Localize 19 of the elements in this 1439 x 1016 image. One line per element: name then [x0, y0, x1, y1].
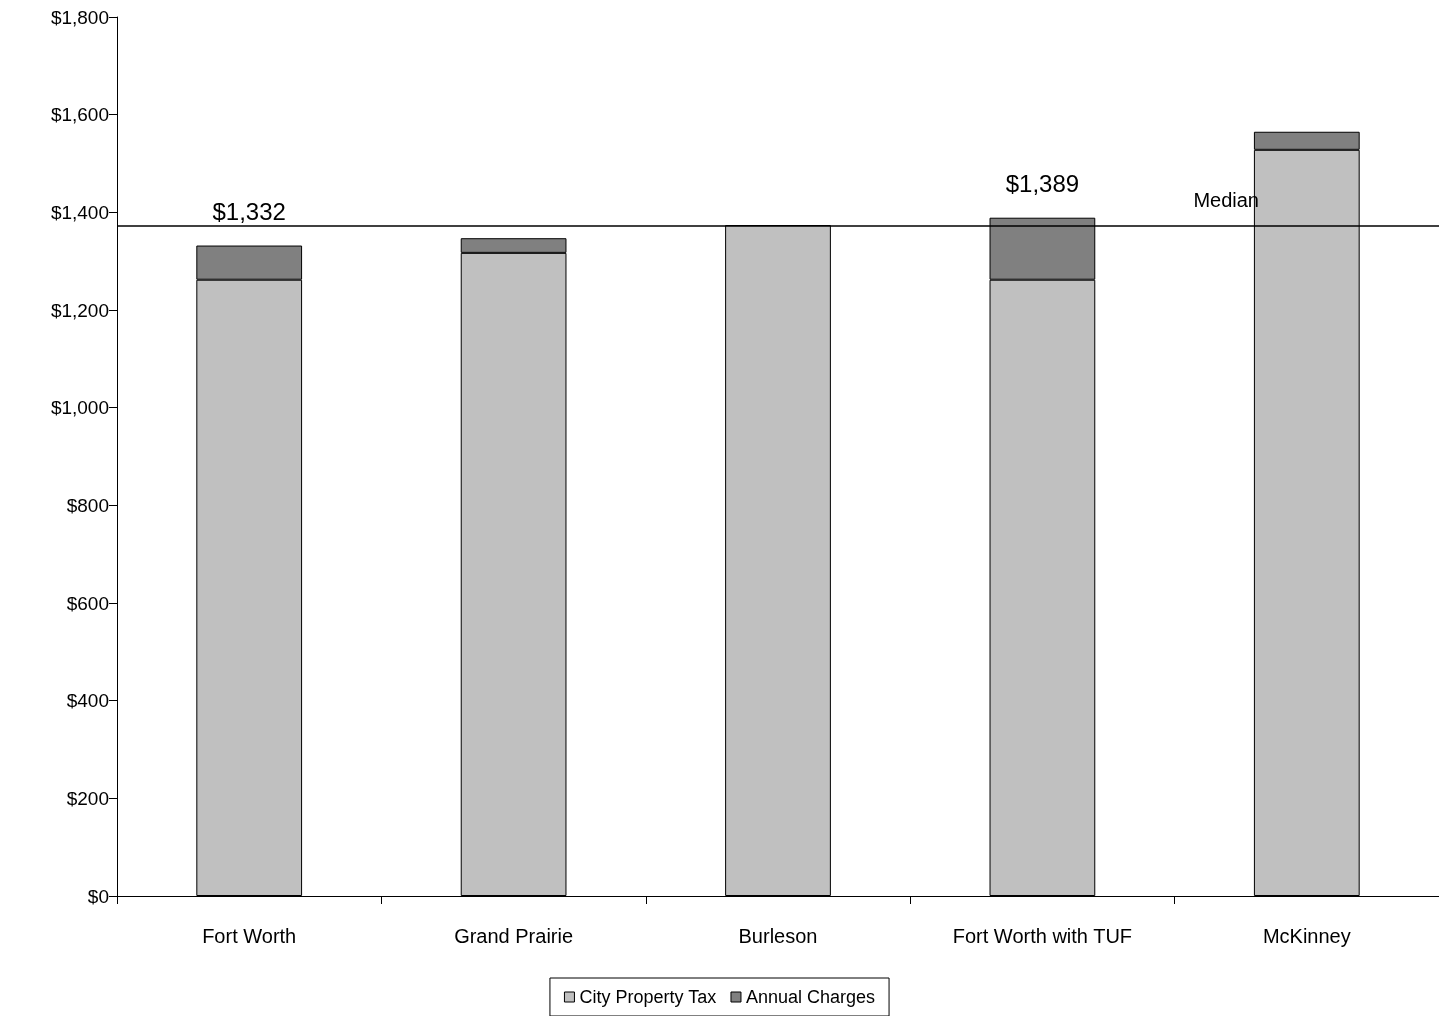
- y-tick-label: $1,400: [50, 201, 109, 223]
- x-tick-label: McKinney: [1262, 925, 1351, 947]
- y-tick-label: $1,600: [50, 104, 109, 126]
- total-label: $1,332: [212, 198, 286, 226]
- x-tick-label: Fort Worth: [202, 925, 297, 947]
- y-tick-label: $600: [66, 592, 109, 614]
- x-tick-label: Grand Prairie: [454, 925, 574, 947]
- legend-label: City Property Tax: [579, 987, 717, 1007]
- legend-label: Annual Charges: [745, 987, 876, 1007]
- y-tick-label: $1,800: [50, 6, 109, 28]
- x-tick-label: Burleson: [738, 925, 818, 947]
- y-tick-label: $200: [66, 787, 109, 809]
- x-tick-label: Fort Worth with TUF: [952, 925, 1133, 947]
- y-tick-label: $1,200: [50, 299, 109, 321]
- y-tick-label: $0: [87, 885, 109, 907]
- total-label: $1,389: [1005, 170, 1080, 198]
- y-tick-label: $400: [66, 690, 109, 712]
- y-tick-label: $800: [66, 494, 109, 516]
- y-tick-label: $1,000: [50, 397, 109, 419]
